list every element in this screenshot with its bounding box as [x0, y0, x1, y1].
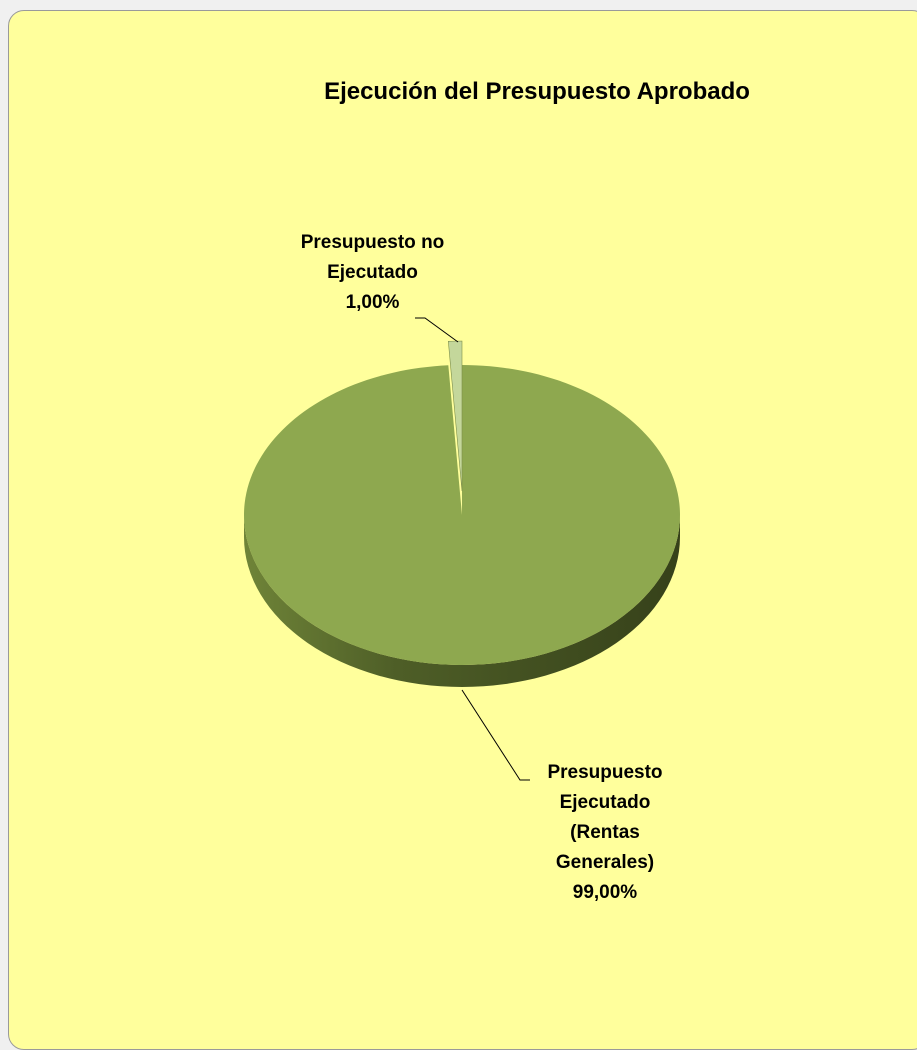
pie-slice	[447, 340, 463, 492]
data-label: Presupuesto Ejecutado (Rentas Generales)…	[530, 758, 680, 908]
pie-slice	[243, 365, 680, 665]
chart-title: Ejecución del Presupuesto Aprobado	[324, 78, 750, 105]
data-label: Presupuesto no Ejecutado 1,00%	[300, 228, 445, 318]
category-label: Presupuesto Ejecutado (Rentas Generales)	[547, 762, 663, 873]
leader-line	[415, 317, 459, 343]
value-label: 1,00%	[345, 292, 400, 313]
value-label: 99,00%	[572, 882, 638, 903]
leader-line	[461, 689, 530, 781]
category-label: Presupuesto no Ejecutado	[300, 232, 445, 283]
